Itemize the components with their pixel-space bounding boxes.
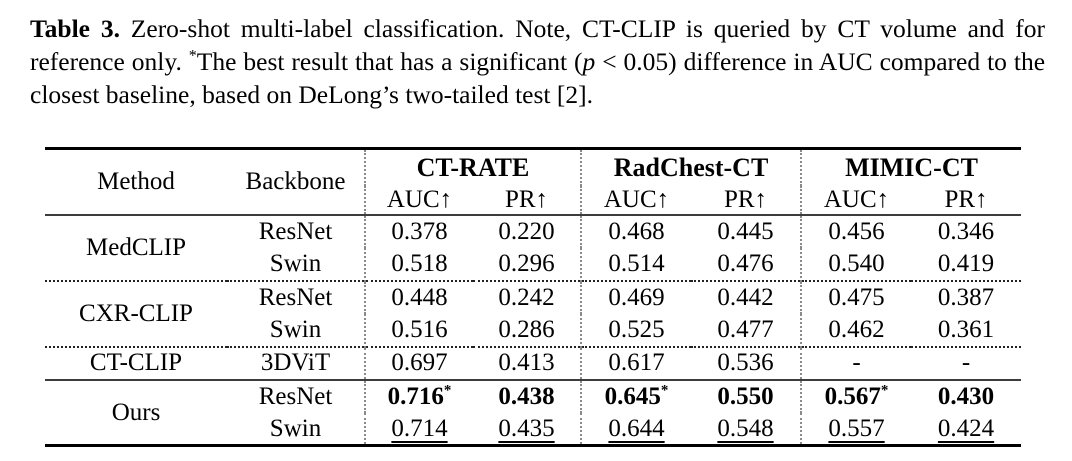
header-row-groups: Method Backbone CT-RATE RadChest-CT MIMI…	[45, 148, 1022, 195]
table-row-ours-swin: Swin 0.714 0.435 0.644 0.548 0.557 0.424	[45, 412, 1021, 446]
value-cell: 0.445	[691, 213, 802, 248]
value-cell: 0.514	[580, 247, 692, 281]
value-cell-second-best: 0.548	[691, 413, 801, 446]
caption-star: *	[188, 47, 197, 65]
col-header-pr-ct-rate: PR↑	[504, 185, 549, 213]
value-cell: 0.469	[580, 279, 692, 314]
value-cell-empty: -	[911, 345, 1022, 380]
value-cell-best: 0.438	[473, 378, 582, 413]
group-header-mimic-ct: MIMIC-CT	[800, 148, 1022, 186]
value-cell: 0.518	[364, 247, 473, 281]
value-cell: 0.462	[800, 313, 912, 347]
group-header-ct-rate: CT-RATE	[363, 148, 582, 186]
value-cell-empty: -	[800, 345, 912, 380]
value-cell: 0.525	[580, 313, 692, 347]
value-cell: 0.448	[364, 279, 473, 314]
value-cell-second-best: 0.435	[473, 413, 581, 446]
value-cell: 0.387	[911, 279, 1022, 314]
value-cell: 0.346	[911, 213, 1022, 248]
value-cell-best: 0.716*	[364, 378, 473, 413]
method-cell-cxrclip: CXR-CLIP	[45, 279, 227, 347]
significance-star: *	[443, 382, 452, 399]
table-row-cxrclip-swin: Swin 0.516 0.286 0.525 0.477 0.462 0.361	[45, 313, 1021, 347]
value-cell: 0.697	[364, 345, 473, 380]
table-caption: Table 3. Zero-shot multi-label classific…	[30, 12, 1045, 111]
value-cell: 0.378	[364, 213, 473, 248]
value-number: 0.567	[824, 382, 881, 410]
table-row-cxrclip-resnet: CXR-CLIP ResNet 0.448 0.242 0.469 0.442 …	[45, 279, 1022, 347]
value-cell: 0.442	[691, 279, 802, 314]
col-header-auc-radchest: AUC↑	[580, 185, 692, 215]
value-number: 0.435	[498, 414, 555, 442]
col-header-method: Method	[97, 168, 175, 196]
value-cell: 0.477	[717, 315, 774, 343]
value-cell-second-best: 0.557	[800, 412, 912, 446]
value-cell: 0.476	[717, 249, 774, 277]
backbone-cell: Swin	[269, 249, 322, 277]
paper-page: Table 3. Zero-shot multi-label classific…	[0, 12, 1072, 461]
backbone-cell: ResNet	[227, 279, 365, 314]
significance-star: *	[880, 382, 889, 399]
caption-p-variable: p	[582, 47, 596, 77]
value-cell-best: 0.550	[691, 378, 802, 413]
col-header-auc-mimic: AUC↑	[800, 185, 912, 215]
value-cell: 0.361	[937, 315, 995, 343]
header-row-metrics: AUC↑ PR↑ AUC↑ PR↑ AUC↑ PR↑	[45, 185, 1021, 215]
value-cell-second-best: 0.644	[580, 412, 692, 446]
backbone-cell: 3DViT	[227, 345, 365, 380]
value-number: 0.644	[608, 414, 665, 442]
value-cell-best: 0.430	[911, 378, 1022, 413]
value-cell-best: 0.567*	[800, 378, 912, 413]
col-header-backbone: Backbone	[245, 168, 346, 196]
value-cell: 0.475	[800, 279, 912, 314]
value-cell: 0.296	[498, 249, 555, 277]
value-cell: 0.540	[800, 247, 912, 281]
value-cell-second-best: 0.424	[911, 413, 1021, 446]
value-number: 0.716	[387, 382, 444, 410]
method-cell-medclip: MedCLIP	[45, 213, 227, 281]
backbone-cell: Swin	[269, 315, 322, 343]
table-row-ours-resnet: Ours ResNet 0.716* 0.438 0.645* 0.550 0.…	[45, 378, 1022, 446]
value-number: 0.714	[391, 414, 448, 442]
col-header-pr-mimic: PR↑	[944, 185, 988, 213]
method-cell-ours: Ours	[45, 378, 227, 446]
col-header-auc-ct-rate: AUC↑	[364, 185, 473, 215]
col-header-pr-radchest: PR↑	[723, 185, 768, 213]
value-cell: 0.286	[498, 315, 555, 343]
value-cell: 0.617	[580, 345, 692, 380]
results-table: Method Backbone CT-RATE RadChest-CT MIMI…	[45, 147, 1022, 448]
value-cell-second-best: 0.714	[364, 412, 473, 446]
value-cell: 0.456	[800, 213, 912, 248]
backbone-cell: ResNet	[227, 378, 365, 413]
group-header-radchest-ct: RadChest-CT	[580, 148, 802, 186]
caption-text-2: The best result that has a significant (	[196, 47, 583, 77]
caption-text-3: < 0.05) difference in AUC compared to th…	[30, 47, 1046, 110]
value-number: 0.424	[937, 414, 995, 442]
value-cell: 0.413	[473, 345, 582, 380]
table-row-medclip-swin: Swin 0.518 0.296 0.514 0.476 0.540 0.419	[45, 247, 1021, 281]
table-row-ctclip-3dvit: CT-CLIP 3DViT 0.697 0.413 0.617 0.536 - …	[45, 345, 1022, 380]
method-cell-ctclip: CT-CLIP	[45, 345, 227, 380]
value-cell-best: 0.645*	[580, 378, 692, 413]
value-cell: 0.468	[580, 213, 692, 248]
value-cell: 0.242	[473, 279, 582, 314]
value-cell: 0.536	[691, 345, 802, 380]
table-row-medclip-resnet: MedCLIP ResNet 0.378 0.220 0.468 0.445 0…	[45, 213, 1022, 281]
backbone-cell: ResNet	[227, 213, 365, 248]
value-cell: 0.419	[937, 249, 995, 277]
backbone-cell: Swin	[269, 414, 322, 442]
caption-text-1: Zero-shot multi-label classification. No…	[30, 14, 1045, 77]
caption-label: Table 3.	[30, 14, 120, 43]
value-number: 0.557	[828, 414, 885, 442]
value-cell: 0.220	[473, 213, 582, 248]
significance-star: *	[660, 382, 669, 399]
value-cell: 0.516	[364, 313, 473, 347]
value-number: 0.548	[717, 414, 774, 442]
value-number: 0.645	[604, 382, 661, 410]
